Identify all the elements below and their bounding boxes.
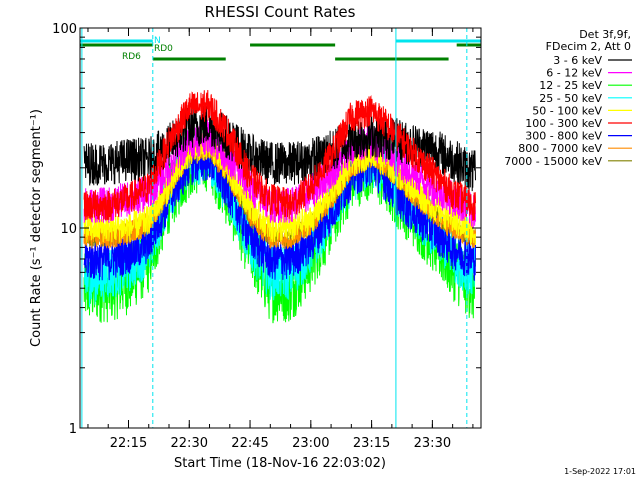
legend-label-6: 300 - 800 keV: [525, 130, 602, 143]
y-tick-label-0: 1: [69, 422, 77, 437]
x-axis-label: Start Time (18-Nov-16 22:03:02): [174, 456, 386, 471]
y-axis: 1 10 100: [52, 22, 481, 437]
x-tick-label-1: 22:30: [171, 436, 208, 451]
x-tick-label-3: 23:00: [292, 436, 329, 451]
legend-label-1: 6 - 12 keV: [546, 67, 602, 80]
legend-label-4: 50 - 100 keV: [532, 104, 602, 117]
y-tick-label-2: 100: [52, 22, 77, 37]
x-tick-label-0: 22:15: [110, 436, 147, 451]
legend-label-2: 12 - 25 keV: [539, 79, 602, 92]
y-axis-label: Count Rate (s⁻¹ detector segment⁻¹): [29, 109, 44, 347]
series-line-3-6-kev: [83, 105, 476, 192]
flag-label-n: N: [154, 36, 161, 46]
legend-header-0: Det 3f,9f,: [579, 28, 631, 41]
series-line-300-800-kev: [83, 139, 476, 281]
flag-label-rd0: RD0: [154, 44, 173, 54]
x-axis: 22:15 22:30 22:45 23:00 23:15 23:30: [87, 28, 474, 451]
legend-label-7: 800 - 7000 keV: [518, 142, 602, 155]
flag-label-rd6: RD6: [122, 52, 141, 62]
legend-label-5: 100 - 300 keV: [525, 117, 602, 130]
x-tick-label-2: 22:45: [231, 436, 268, 451]
legend-label-8: 7000 - 15000 keV: [504, 155, 602, 168]
x-tick-label-4: 23:15: [353, 436, 390, 451]
legend-header-1: FDecim 2, Att 0: [546, 40, 631, 53]
legend-label-3: 25 - 50 keV: [539, 92, 602, 105]
legend-label-0: 3 - 6 keV: [553, 54, 602, 67]
series-line-50-100-kev: [83, 131, 476, 246]
chart-title: RHESSI Count Rates: [205, 3, 356, 21]
series-lines: [83, 89, 476, 324]
timestamp: 1-Sep-2022 17:01: [564, 467, 636, 476]
y-tick-label-1: 10: [60, 222, 77, 237]
x-tick-label-5: 23:30: [414, 436, 451, 451]
series-line-100-300-kev: [83, 89, 476, 222]
